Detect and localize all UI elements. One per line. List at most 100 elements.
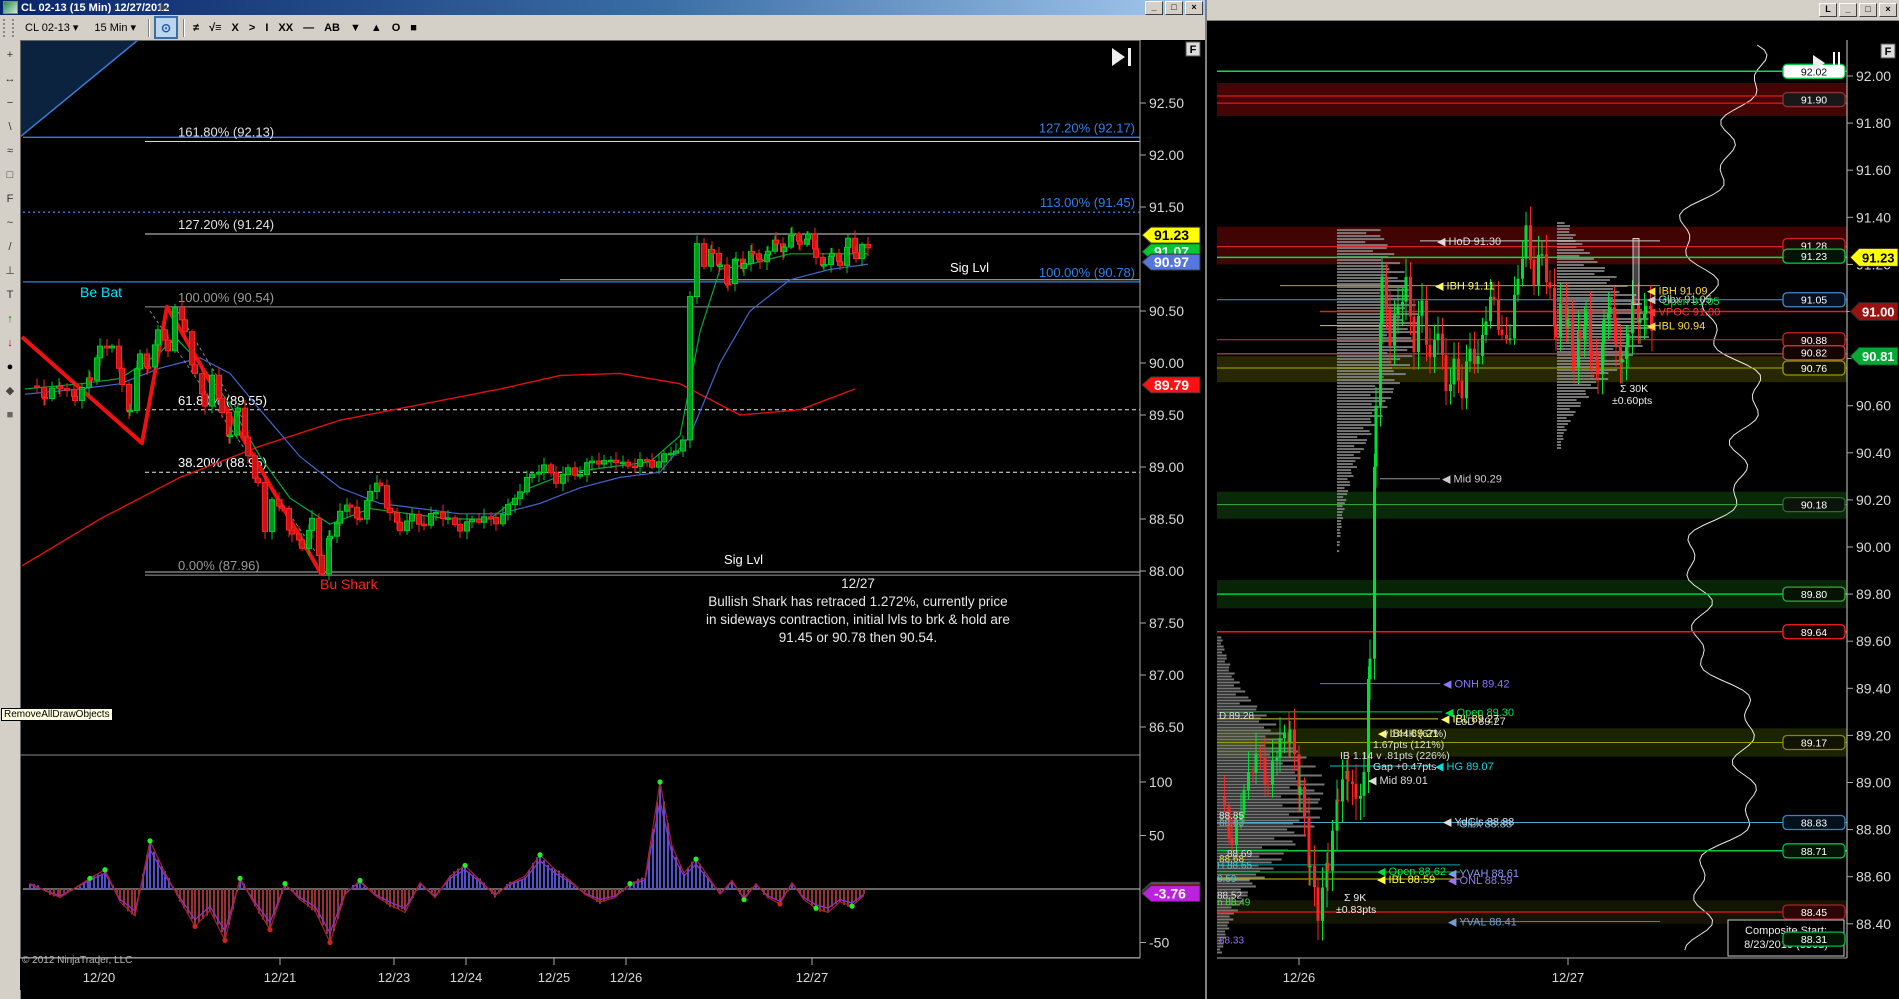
cursor-button[interactable]: ► <box>158 0 170 14</box>
left-window-titlebar[interactable]: CL 02-13 (15 Min) 12/27/2012 _ □ × <box>0 0 1205 15</box>
cursor-bar <box>1838 52 1840 74</box>
oscillator-bar <box>213 889 215 919</box>
candle-body <box>326 538 332 575</box>
symbol-button-2[interactable]: X <box>231 21 239 34</box>
profile-bar <box>1337 508 1345 511</box>
dot-tool-icon[interactable]: ● <box>6 361 14 373</box>
play-to-end-icon[interactable] <box>1112 48 1125 66</box>
trend-line-tool-icon[interactable]: / <box>8 241 12 253</box>
arrow-up-tool-icon[interactable]: ↑ <box>7 313 13 325</box>
profile-bar <box>1557 303 1642 306</box>
instrument-select[interactable]: CL 02-13 ▾ <box>25 22 79 34</box>
symbol-button-4[interactable]: I <box>265 21 269 34</box>
profile-bar <box>1217 951 1222 954</box>
minimize-button[interactable]: _ <box>1145 1 1163 15</box>
candle-body <box>812 233 818 250</box>
symbol-button-10[interactable]: O <box>391 21 401 34</box>
candle-body <box>694 243 700 298</box>
profile-bar <box>1337 322 1419 325</box>
candle-body <box>625 461 631 467</box>
profile-bar <box>1337 316 1401 319</box>
oscillator-bar <box>333 889 335 931</box>
profile-bar <box>1217 909 1238 912</box>
time-axis-label: 12/20 <box>83 970 116 985</box>
oscillator-bar <box>221 889 223 933</box>
close-button[interactable]: × <box>1185 1 1203 15</box>
focus-button[interactable] <box>1185 41 1201 57</box>
profile-bar <box>1337 385 1376 388</box>
rectangle-tool-icon[interactable]: □ <box>6 169 14 181</box>
candle-body <box>1643 313 1646 319</box>
profile-bar <box>1557 300 1632 303</box>
symbol-button-0[interactable]: ≠ <box>193 21 200 34</box>
profile-bar <box>1217 918 1234 921</box>
profile-bar <box>1557 273 1595 276</box>
symbol-button-1[interactable]: √≡ <box>209 21 222 34</box>
oscillator-bar <box>558 870 560 889</box>
profile-bar <box>1217 933 1226 936</box>
app-icon <box>3 1 18 14</box>
oscillator-bar <box>142 873 144 889</box>
profile-bar <box>1217 885 1256 888</box>
symbol-button-6[interactable]: — <box>303 21 315 34</box>
oscillator-bar <box>626 888 628 890</box>
profile-bar <box>1337 439 1368 442</box>
horizontal-line-tool-icon[interactable]: − <box>6 97 14 109</box>
right-chart-canvas[interactable]: ◀ HoD 91.30 ◀ IBH 91.11 ◀ IBH 91.09◀ Glbx … <box>1217 40 1899 990</box>
text-tool-icon[interactable]: T <box>6 289 14 301</box>
arrow-line-tool-icon[interactable]: ↔ <box>4 73 16 85</box>
profile-bar <box>1337 379 1395 382</box>
profile-bar <box>1337 334 1388 337</box>
profile-bar <box>1557 366 1596 369</box>
symbol-button-3[interactable]: > <box>248 21 256 34</box>
oscillator-bar <box>382 889 384 901</box>
fibonacci-tool-icon[interactable]: F <box>6 193 14 205</box>
region-tool-icon[interactable]: ■ <box>6 409 14 421</box>
interval-select[interactable]: 15 Min ▾ <box>94 22 137 34</box>
focus-button[interactable] <box>1880 43 1896 59</box>
oscillator-bar <box>326 889 328 935</box>
minimize-button[interactable]: _ <box>1839 3 1857 17</box>
candle-body <box>1626 333 1630 347</box>
symbol-button-7[interactable]: AB <box>324 21 340 34</box>
toolbar-grip[interactable] <box>3 18 14 37</box>
diamond-tool-icon[interactable]: ◆ <box>5 385 15 397</box>
candle-body <box>1288 729 1292 743</box>
oscillator-bar <box>442 888 444 890</box>
diagonal-line-tool-icon[interactable]: \ <box>8 121 12 133</box>
profile-bar <box>1557 438 1564 441</box>
oscillator-bar <box>494 889 496 898</box>
candle-body <box>1247 772 1250 791</box>
price-badge-label: 89.17 <box>1801 737 1827 749</box>
symbol-button-5[interactable]: XX <box>278 21 294 34</box>
edge-level-label: H 88.65 <box>1217 860 1252 871</box>
candle-body <box>820 256 826 266</box>
edge-level-label: 88.52 <box>1217 891 1242 902</box>
play-to-end-icon[interactable] <box>1813 55 1825 71</box>
vertical-line-tool-icon[interactable]: ⊥ <box>5 265 15 277</box>
zoom-mode-button[interactable]: ⊙ <box>154 16 179 39</box>
candle-body <box>1239 814 1243 821</box>
window-button[interactable]: L <box>1819 3 1837 17</box>
oscillator-axis-label: 100 <box>1149 774 1173 790</box>
arrow-down-tool-icon[interactable]: ↓ <box>7 337 13 349</box>
oscillator-bar <box>146 855 148 889</box>
symbol-button-8[interactable]: ▼ <box>349 21 361 34</box>
oscillator-bar <box>679 866 681 889</box>
candle-body <box>757 258 763 263</box>
crosshair-tool-icon[interactable]: + <box>6 49 14 61</box>
right-window-titlebar[interactable]: L _ □ × <box>1207 0 1899 21</box>
squiggle-tool-icon[interactable]: ≈ <box>6 145 14 157</box>
candle-body <box>1316 887 1320 921</box>
wave-tool-icon[interactable]: ~ <box>6 217 14 229</box>
left-chart-canvas[interactable]: 127.20% (92.17) 113.00% (91.45) 100.00% (9… <box>20 40 1205 990</box>
toolbar-separator <box>148 18 150 37</box>
close-button[interactable]: × <box>1879 3 1897 17</box>
symbol-button-9[interactable]: ▲ <box>370 21 382 34</box>
maximize-button[interactable]: □ <box>1859 3 1877 17</box>
profile-bar <box>1337 337 1412 340</box>
oscillator-bar <box>683 873 685 889</box>
maximize-button[interactable]: □ <box>1165 1 1183 15</box>
time-axis-label: 12/27 <box>796 970 829 985</box>
symbol-button-11[interactable]: ■ <box>410 21 417 34</box>
